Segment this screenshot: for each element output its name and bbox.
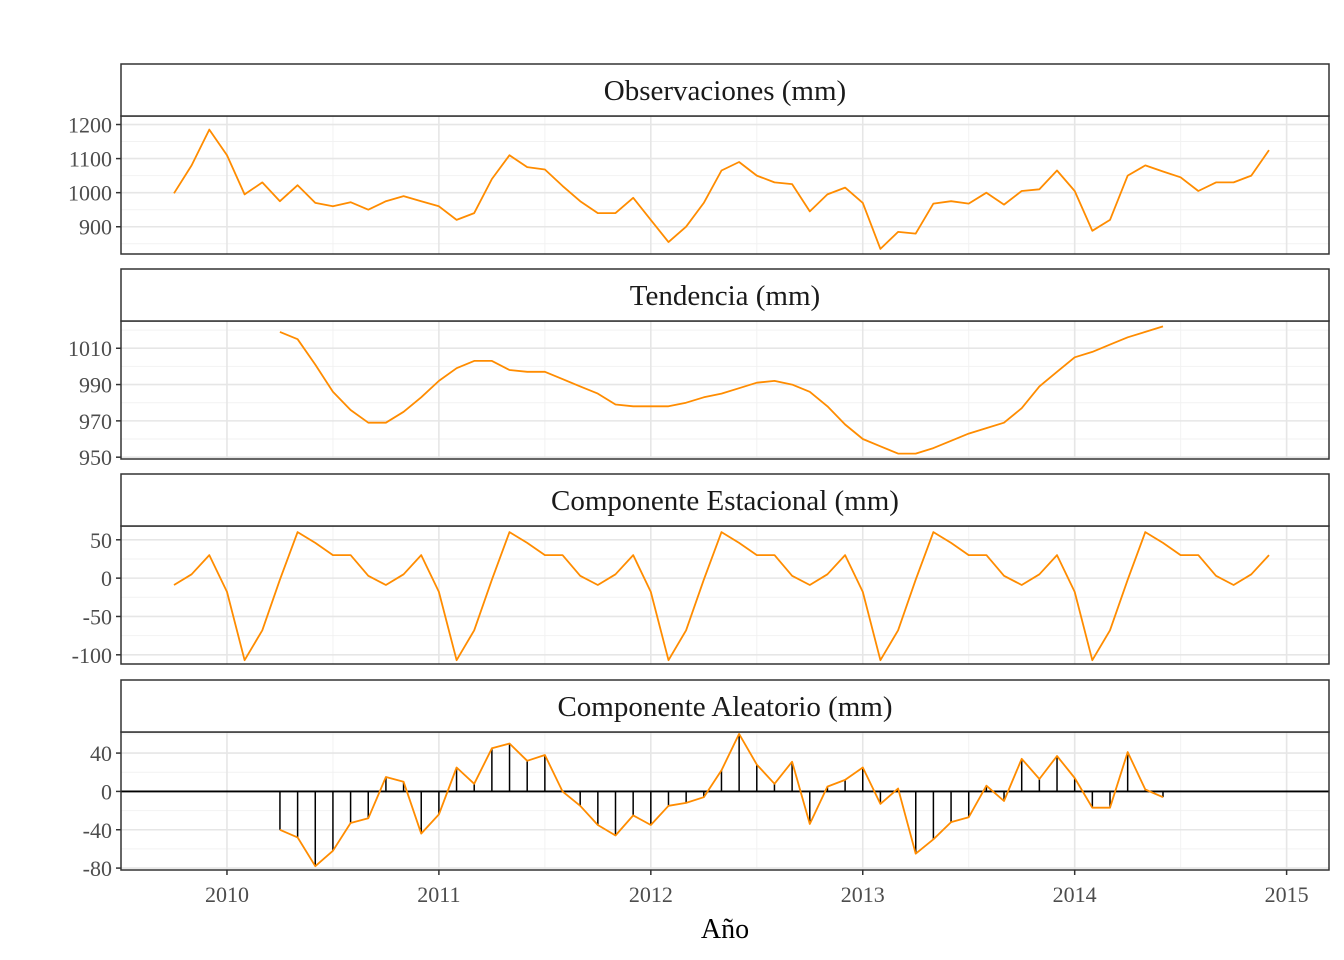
y-tick-label: 50	[90, 528, 112, 553]
panel-border	[120, 320, 1330, 460]
y-tick-label: -50	[83, 604, 112, 629]
x-tick-label: 2015	[1265, 882, 1309, 907]
x-tick-label: 2014	[1053, 882, 1097, 907]
panel-1: Observaciones (mm) 900 1000 1100 1200	[68, 63, 1330, 255]
panel-border	[120, 115, 1330, 255]
panel-2: Tendencia (mm) 950 970 990 1010	[68, 268, 1330, 470]
y-tick-label: -40	[83, 818, 112, 843]
strip-title: Componente Aleatorio (mm)	[557, 691, 892, 723]
y-tick-label: 900	[79, 215, 112, 240]
strip-box	[120, 268, 1330, 322]
x-axis-title: Año	[701, 914, 749, 945]
series-line	[173, 531, 1270, 662]
y-tick-label: 950	[79, 445, 112, 470]
strip-title: Observaciones (mm)	[604, 75, 846, 107]
y-tick-label: 40	[90, 741, 112, 766]
series-line	[279, 733, 1164, 868]
series-line	[173, 128, 1270, 250]
y-tick-label: -100	[72, 643, 112, 668]
strip-title: Componente Estacional (mm)	[551, 485, 899, 517]
x-tick-label: 2013	[841, 882, 885, 907]
y-tick-label: 0	[101, 779, 112, 804]
y-tick-label: 970	[79, 409, 112, 434]
y-tick-label: 1200	[68, 113, 112, 138]
panel-border	[120, 525, 1330, 665]
x-tick-label: 2010	[205, 882, 249, 907]
y-tick-label: 1010	[68, 336, 112, 361]
strip-box	[120, 679, 1330, 733]
strip-box	[120, 473, 1330, 527]
panel-3: Componente Estacional (mm) -100 -50 0 50	[72, 473, 1330, 668]
series-line	[279, 325, 1164, 455]
y-tick-label: 1000	[68, 181, 112, 206]
y-tick-label: 0	[101, 566, 112, 591]
y-tick-label: -80	[83, 856, 112, 881]
strip-box	[120, 63, 1330, 117]
x-tick-label: 2012	[629, 882, 673, 907]
y-tick-label: 1100	[69, 147, 112, 172]
strip-title: Tendencia (mm)	[630, 280, 820, 312]
x-tick-label: 2011	[417, 882, 460, 907]
panel-4: Componente Aleatorio (mm) -80 -40 0 40	[83, 679, 1330, 881]
y-tick-label: 990	[79, 373, 112, 398]
